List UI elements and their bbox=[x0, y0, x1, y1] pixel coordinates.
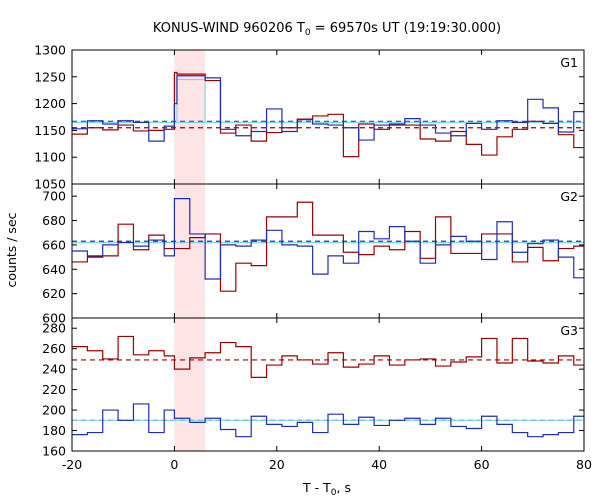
y-tick-label: 220 bbox=[42, 382, 66, 397]
y-tick-label: 1050 bbox=[34, 177, 66, 192]
x-tick-label: 0 bbox=[170, 457, 178, 472]
chart-title-suffix: = 69570s UT (19:19:30.000) bbox=[311, 21, 501, 36]
panel-g3: 160 180 200 220 240 260 280 G3 bbox=[42, 317, 585, 459]
x-axis-label: T - T0, s bbox=[302, 480, 351, 498]
panel-frame bbox=[71, 49, 585, 185]
y-tick-label: 1300 bbox=[34, 43, 66, 58]
y-tick-label: 680 bbox=[42, 213, 66, 228]
x-tick-label: 60 bbox=[474, 457, 490, 472]
y-tick-label: 640 bbox=[42, 262, 66, 277]
y-tick-label: 200 bbox=[42, 403, 66, 418]
x-tick-label: 40 bbox=[371, 457, 387, 472]
series-blue-step-line bbox=[72, 75, 584, 142]
y-tick-label: 1200 bbox=[34, 96, 66, 111]
y-tick-label: 280 bbox=[42, 321, 66, 336]
panel-g2: 600 620 640 660 680 700 G2 bbox=[42, 183, 585, 326]
y-tick-label: 260 bbox=[42, 341, 66, 356]
y-tick-label: 700 bbox=[42, 189, 66, 204]
y-tick-label: 660 bbox=[42, 237, 66, 252]
y-tick-label: 240 bbox=[42, 362, 66, 377]
panel-g1: 1050 1100 1150 1200 1250 1300 G1 bbox=[34, 43, 585, 192]
chart-title: KONUS-WIND 960206 T0 = 69570s UT (19:19:… bbox=[153, 21, 501, 38]
panel-frame bbox=[71, 317, 585, 452]
chart-title-sub: 0 bbox=[305, 28, 311, 38]
x-axis-label-sub: 0 bbox=[331, 488, 337, 498]
x-tick-label: 20 bbox=[269, 457, 285, 472]
panel-label: G1 bbox=[560, 55, 578, 70]
y-tick-label: 1100 bbox=[34, 150, 66, 165]
series-blue-step-line bbox=[72, 403, 584, 438]
series-blue-step-line bbox=[72, 198, 584, 280]
chart-title-prefix: KONUS-WIND 960206 T bbox=[153, 21, 305, 36]
y-tick-label: 180 bbox=[42, 423, 66, 438]
plot-layer: 105011001150120012501300G160062064066068… bbox=[34, 43, 592, 473]
y-tick-label: 1250 bbox=[34, 69, 66, 84]
panel-frame bbox=[71, 183, 585, 319]
y-tick-label: 160 bbox=[42, 444, 66, 459]
series-red-step-line bbox=[72, 71, 584, 158]
x-axis-label-suffix: , s bbox=[337, 480, 351, 495]
highlight-band bbox=[174, 50, 206, 451]
x-axis-label-prefix: T - T bbox=[302, 480, 331, 495]
x-tick-label: 80 bbox=[576, 457, 592, 472]
y-tick-label: 1150 bbox=[34, 123, 66, 138]
y-tick-label: 620 bbox=[42, 286, 66, 301]
panel-label: G3 bbox=[560, 323, 578, 338]
y-axis-label: counts / sec bbox=[4, 212, 19, 287]
x-tick-label: -20 bbox=[62, 457, 82, 472]
series-red-step-line bbox=[72, 201, 584, 292]
series-red-step-line bbox=[72, 335, 584, 378]
panel-label: G2 bbox=[560, 189, 578, 204]
y-tick-label: 600 bbox=[42, 311, 66, 326]
